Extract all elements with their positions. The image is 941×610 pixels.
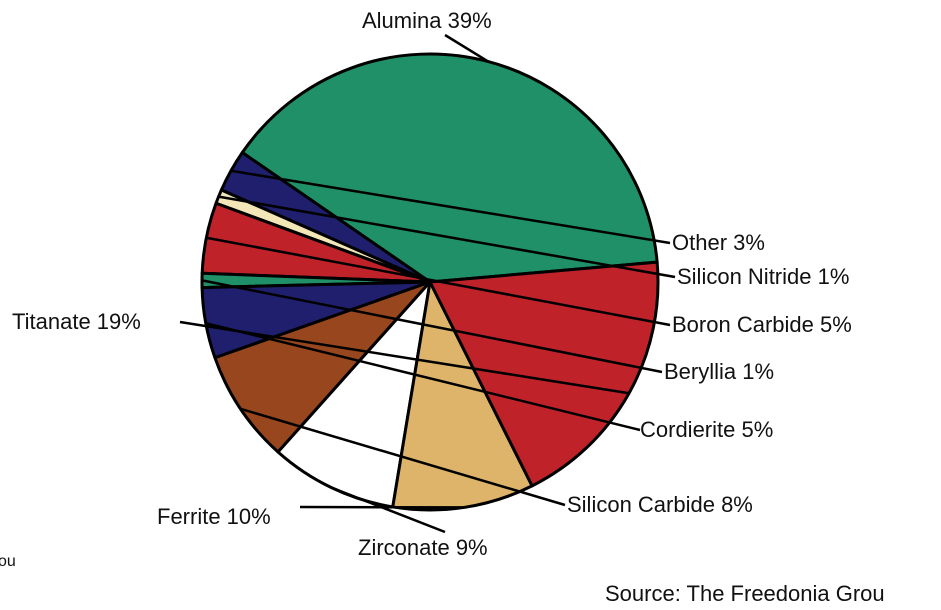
slice-label-boron-carbide: Boron Carbide 5%	[672, 312, 852, 337]
slice-label-other: Other 3%	[672, 230, 765, 255]
source-note: Source: The Freedonia Grou	[605, 581, 885, 606]
leader-line-boron-carbide	[206, 236, 671, 327]
leader-line-alumina	[444, 33, 489, 63]
leader-line-silicon-carbide	[240, 407, 566, 507]
slice-label-cordierite: Cordierite 5%	[640, 417, 773, 442]
slice-label-zirconate: Zirconate 9%	[358, 535, 488, 560]
leader-line-zirconate	[331, 486, 446, 534]
pie-slices	[200, 52, 660, 512]
slice-label-alumina: Alumina 39%	[362, 8, 492, 33]
leader-lines	[179, 33, 676, 534]
leader-line-silicon-nitride	[218, 195, 676, 279]
leader-line-other	[230, 169, 671, 245]
slice-label-titanate: Titanate 19%	[12, 309, 141, 334]
leader-line-titanate	[179, 320, 630, 395]
slice-label-silicon-nitride: Silicon Nitride 1%	[677, 264, 849, 289]
edge-text-fragment: ou	[0, 553, 16, 570]
slice-label-ferrite: Ferrite 10%	[157, 504, 271, 529]
slice-label-silicon-carbide: Silicon Carbide 8%	[567, 492, 753, 517]
leader-line-beryllia	[201, 279, 663, 374]
leader-line-cordierite	[205, 321, 641, 432]
slice-label-beryllia: Beryllia 1%	[664, 359, 774, 384]
